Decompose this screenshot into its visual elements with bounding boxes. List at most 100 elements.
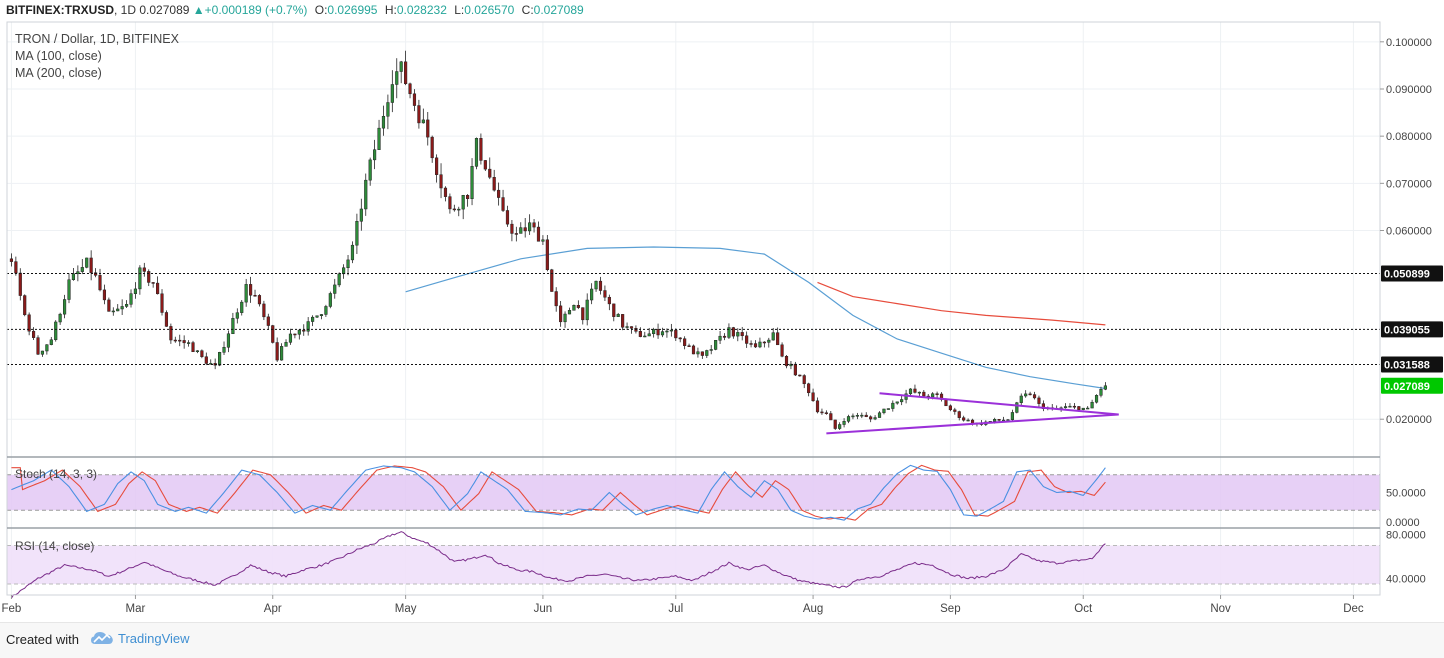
price-tick-label: 0.070000 [1386, 178, 1432, 190]
candle [129, 289, 133, 308]
candle-body [749, 343, 753, 345]
candle [714, 340, 718, 351]
candle-body [390, 84, 394, 103]
candle [31, 327, 36, 341]
candle [621, 314, 625, 331]
candle [939, 392, 944, 402]
candle-body [598, 280, 603, 291]
candle [616, 312, 620, 317]
candle [120, 299, 124, 316]
candle-body [399, 61, 403, 72]
candle-body [218, 352, 222, 366]
candle-body [195, 350, 200, 353]
candle-body [266, 316, 270, 326]
candle-body [900, 399, 904, 403]
candle [364, 173, 368, 216]
stoch-band [7, 474, 1380, 511]
candle-body [346, 259, 350, 268]
candle [156, 276, 160, 295]
candle-body [882, 408, 886, 414]
candle [147, 269, 151, 287]
candle-body [249, 284, 253, 296]
candle [957, 410, 961, 421]
candle [798, 374, 802, 377]
candle-body [528, 222, 532, 232]
candle [891, 400, 895, 412]
candle-body [829, 413, 833, 421]
candle-body [138, 267, 142, 290]
open-value: 0.026995 [327, 3, 378, 17]
candle [709, 345, 713, 355]
horizontal-levels [7, 272, 1380, 366]
price-tick-label: 0.100000 [1386, 37, 1432, 49]
candle [492, 169, 496, 192]
candle-body [1068, 405, 1072, 408]
candle [550, 268, 554, 292]
candle-body [1077, 406, 1081, 410]
candle [288, 328, 293, 345]
candle-body [660, 331, 665, 336]
time-axis: Feb Mar Apr May Jun Jul Aug Sep Oct Nov Dec [2, 595, 1364, 615]
price-chart[interactable]: 0.100000 0.090000 0.080000 0.070000 0.060000… [0, 0, 1444, 622]
candle [324, 304, 328, 317]
candle [271, 324, 275, 344]
candle [665, 328, 669, 338]
footer: Created with TradingView [0, 622, 1444, 658]
candle [643, 331, 647, 338]
triangle-upper-line [879, 392, 1119, 416]
level-label: 0.031588 [1384, 360, 1430, 372]
candle-body [833, 419, 837, 429]
moving-averages [405, 246, 1106, 390]
candle-body [966, 419, 970, 422]
legend-ma200: MA (200, close) [15, 66, 102, 80]
candle-body [404, 61, 408, 85]
candle-body [944, 399, 948, 407]
candle [474, 137, 479, 170]
candle-body [935, 393, 939, 395]
candle-body [767, 339, 771, 343]
candle-body [231, 318, 235, 335]
candle-body [364, 179, 368, 210]
candle [218, 351, 222, 367]
candle-body [594, 280, 598, 290]
candle [262, 300, 266, 321]
candle [359, 198, 363, 231]
candles [9, 50, 1107, 431]
candle-body [474, 138, 479, 167]
candle [284, 339, 288, 347]
candle [528, 214, 532, 235]
candle-body [815, 400, 820, 413]
candle-body [860, 414, 864, 417]
candle [771, 327, 775, 341]
candle-body [1103, 385, 1107, 390]
candle-body [470, 166, 474, 199]
candle-body [80, 267, 84, 272]
candle-body [541, 239, 545, 242]
candle-body [993, 419, 997, 422]
tradingview-logo[interactable]: TradingView [90, 630, 190, 646]
candle-body [9, 258, 14, 262]
candle [457, 206, 461, 217]
candle-body [191, 342, 195, 353]
price-tick-label: 0.020000 [1386, 414, 1432, 426]
candle-body [125, 304, 129, 307]
candle [483, 160, 487, 172]
candle-body [838, 424, 842, 429]
candle [58, 312, 62, 325]
candle [14, 256, 18, 276]
time-tick-label: Sep [940, 603, 960, 615]
candle [306, 317, 310, 336]
candle [519, 222, 523, 234]
candle [656, 323, 660, 339]
candle [67, 273, 71, 304]
candle-body [209, 363, 213, 365]
candle [390, 70, 394, 113]
candle-body [1063, 406, 1068, 409]
price-tick-label: 0.060000 [1386, 226, 1432, 238]
candle-body [71, 273, 76, 281]
candle [842, 418, 846, 428]
ma200-line [817, 281, 1106, 326]
candle [102, 284, 107, 305]
candle [386, 94, 390, 130]
candle [749, 340, 753, 348]
